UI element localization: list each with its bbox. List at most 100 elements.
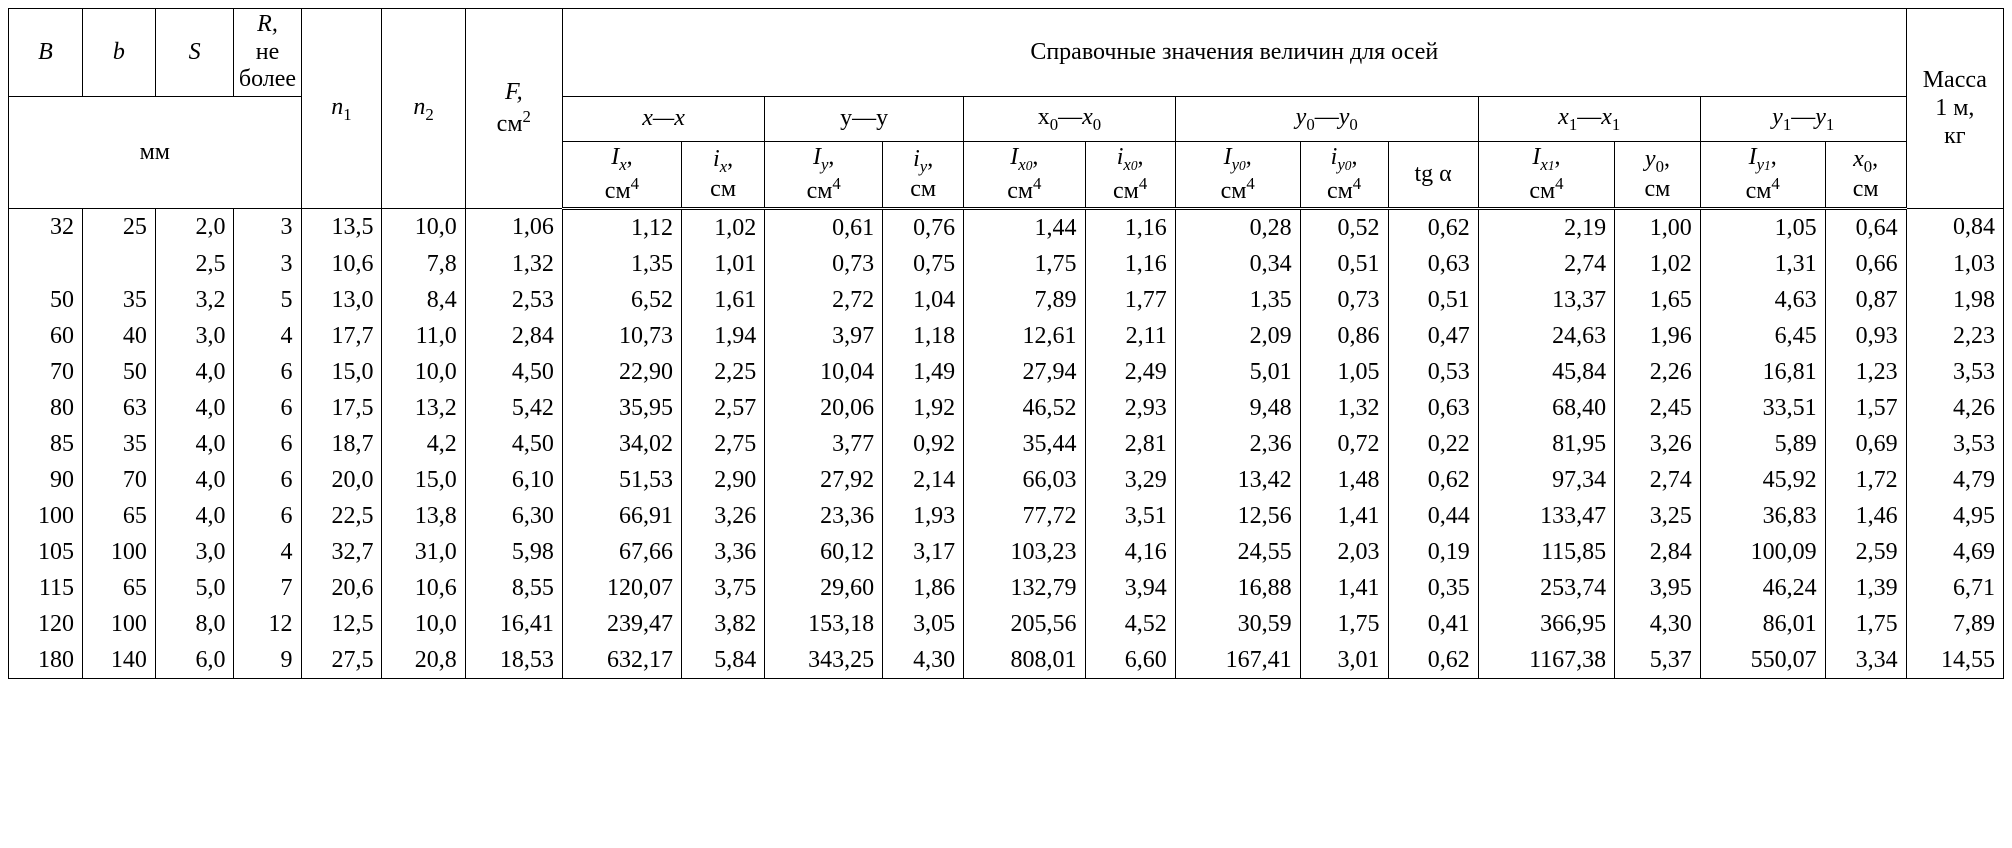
table-cell: 35,44 bbox=[964, 426, 1085, 462]
table-cell: 1,46 bbox=[1825, 498, 1906, 534]
table-cell: 9,48 bbox=[1175, 390, 1300, 426]
table-cell: 4,2 bbox=[382, 426, 465, 462]
table-cell: 90 bbox=[9, 462, 83, 498]
table-cell: 3 bbox=[234, 246, 301, 282]
table-cell: 0,22 bbox=[1388, 426, 1478, 462]
hdr-mass: Масса 1 м, кг bbox=[1906, 9, 2003, 209]
table-cell: 1,86 bbox=[883, 570, 964, 606]
table-cell: 1,35 bbox=[562, 246, 681, 282]
table-cell: 6,60 bbox=[1085, 642, 1175, 679]
table-cell: 1,93 bbox=[883, 498, 964, 534]
hdr-Ix: Ix, см4 bbox=[562, 141, 681, 209]
table-cell: 343,25 bbox=[765, 642, 883, 679]
table-cell: 3,26 bbox=[1615, 426, 1701, 462]
table-cell: 0,61 bbox=[765, 209, 883, 247]
table-cell: 0,86 bbox=[1300, 318, 1388, 354]
table-cell: 27,92 bbox=[765, 462, 883, 498]
table-cell: 3,0 bbox=[155, 534, 234, 570]
table-cell: 9 bbox=[234, 642, 301, 679]
table-cell: 67,66 bbox=[562, 534, 681, 570]
table-cell: 3,26 bbox=[681, 498, 764, 534]
table-cell: 3,17 bbox=[883, 534, 964, 570]
hdr-axis-xx: x—x bbox=[562, 96, 764, 141]
table-cell: 140 bbox=[83, 642, 156, 679]
table-cell: 3,53 bbox=[1906, 354, 2003, 390]
table-cell: 100 bbox=[83, 534, 156, 570]
table-cell: 1,00 bbox=[1615, 209, 1701, 247]
table-cell: 4,0 bbox=[155, 498, 234, 534]
table-head: B b S R, не более n1 n2 F, см2 Справочны… bbox=[9, 9, 2004, 209]
table-cell: 2,72 bbox=[765, 282, 883, 318]
table-cell: 1,65 bbox=[1615, 282, 1701, 318]
table-cell: 0,64 bbox=[1825, 209, 1906, 247]
table-cell: 1,61 bbox=[681, 282, 764, 318]
table-cell: 0,62 bbox=[1388, 462, 1478, 498]
table-cell: 16,81 bbox=[1700, 354, 1825, 390]
table-cell: 35,95 bbox=[562, 390, 681, 426]
table-cell: 24,63 bbox=[1478, 318, 1614, 354]
table-cell: 6 bbox=[234, 390, 301, 426]
table-cell: 13,0 bbox=[301, 282, 382, 318]
table-cell: 20,8 bbox=[382, 642, 465, 679]
table-cell: 2,74 bbox=[1478, 246, 1614, 282]
table-cell: 66,91 bbox=[562, 498, 681, 534]
table-cell: 6,30 bbox=[465, 498, 562, 534]
table-cell: 1167,38 bbox=[1478, 642, 1614, 679]
table-cell: 808,01 bbox=[964, 642, 1085, 679]
table-cell: 5 bbox=[234, 282, 301, 318]
hdr-Ix0: Ix0, см4 bbox=[964, 141, 1085, 209]
table-cell: 3 bbox=[234, 209, 301, 247]
table-cell: 1,12 bbox=[562, 209, 681, 247]
table-cell: 6,71 bbox=[1906, 570, 2003, 606]
hdr-tga: tg α bbox=[1388, 141, 1478, 209]
table-cell: 2,74 bbox=[1615, 462, 1701, 498]
table-cell: 115 bbox=[9, 570, 83, 606]
table-cell: 7 bbox=[234, 570, 301, 606]
table-cell: 13,37 bbox=[1478, 282, 1614, 318]
table-cell: 46,52 bbox=[964, 390, 1085, 426]
table-cell: 3,77 bbox=[765, 426, 883, 462]
hdr-Iy: Iy, см4 bbox=[765, 141, 883, 209]
table-cell: 8,4 bbox=[382, 282, 465, 318]
table-cell: 68,40 bbox=[1478, 390, 1614, 426]
table-cell: 0,87 bbox=[1825, 282, 1906, 318]
table-cell: 2,57 bbox=[681, 390, 764, 426]
table-cell: 6 bbox=[234, 426, 301, 462]
table-cell: 45,84 bbox=[1478, 354, 1614, 390]
table-cell: 6 bbox=[234, 498, 301, 534]
table-cell bbox=[83, 246, 156, 282]
table-cell: 103,23 bbox=[964, 534, 1085, 570]
table-cell: 1,05 bbox=[1300, 354, 1388, 390]
table-cell: 2,26 bbox=[1615, 354, 1701, 390]
table-cell: 13,2 bbox=[382, 390, 465, 426]
table-row: 60403,0417,711,02,8410,731,943,971,1812,… bbox=[9, 318, 2004, 354]
table-cell: 2,03 bbox=[1300, 534, 1388, 570]
table-cell: 63 bbox=[83, 390, 156, 426]
table-cell: 1,72 bbox=[1825, 462, 1906, 498]
table-cell: 1,05 bbox=[1700, 209, 1825, 247]
table-cell: 5,42 bbox=[465, 390, 562, 426]
table-row: 80634,0617,513,25,4235,952,5720,061,9246… bbox=[9, 390, 2004, 426]
table-cell: 4,52 bbox=[1085, 606, 1175, 642]
table-cell: 12 bbox=[234, 606, 301, 642]
table-cell: 4,0 bbox=[155, 390, 234, 426]
hdr-ix0: ix0, см4 bbox=[1085, 141, 1175, 209]
table-cell: 2,5 bbox=[155, 246, 234, 282]
hdr-F: F, см2 bbox=[465, 9, 562, 209]
table-cell: 16,41 bbox=[465, 606, 562, 642]
table-cell: 1,75 bbox=[1300, 606, 1388, 642]
table-cell: 36,83 bbox=[1700, 498, 1825, 534]
table-cell: 4,30 bbox=[1615, 606, 1701, 642]
table-cell: 1,39 bbox=[1825, 570, 1906, 606]
table-cell: 1,41 bbox=[1300, 498, 1388, 534]
table-cell: 5,84 bbox=[681, 642, 764, 679]
table-cell: 32,7 bbox=[301, 534, 382, 570]
table-cell: 10,0 bbox=[382, 354, 465, 390]
table-cell: 0,76 bbox=[883, 209, 964, 247]
table-cell: 33,51 bbox=[1700, 390, 1825, 426]
table-cell: 132,79 bbox=[964, 570, 1085, 606]
table-cell: 20,6 bbox=[301, 570, 382, 606]
table-cell: 2,25 bbox=[681, 354, 764, 390]
table-cell: 1,32 bbox=[465, 246, 562, 282]
hdr-Ix1: Ix1, см4 bbox=[1478, 141, 1614, 209]
